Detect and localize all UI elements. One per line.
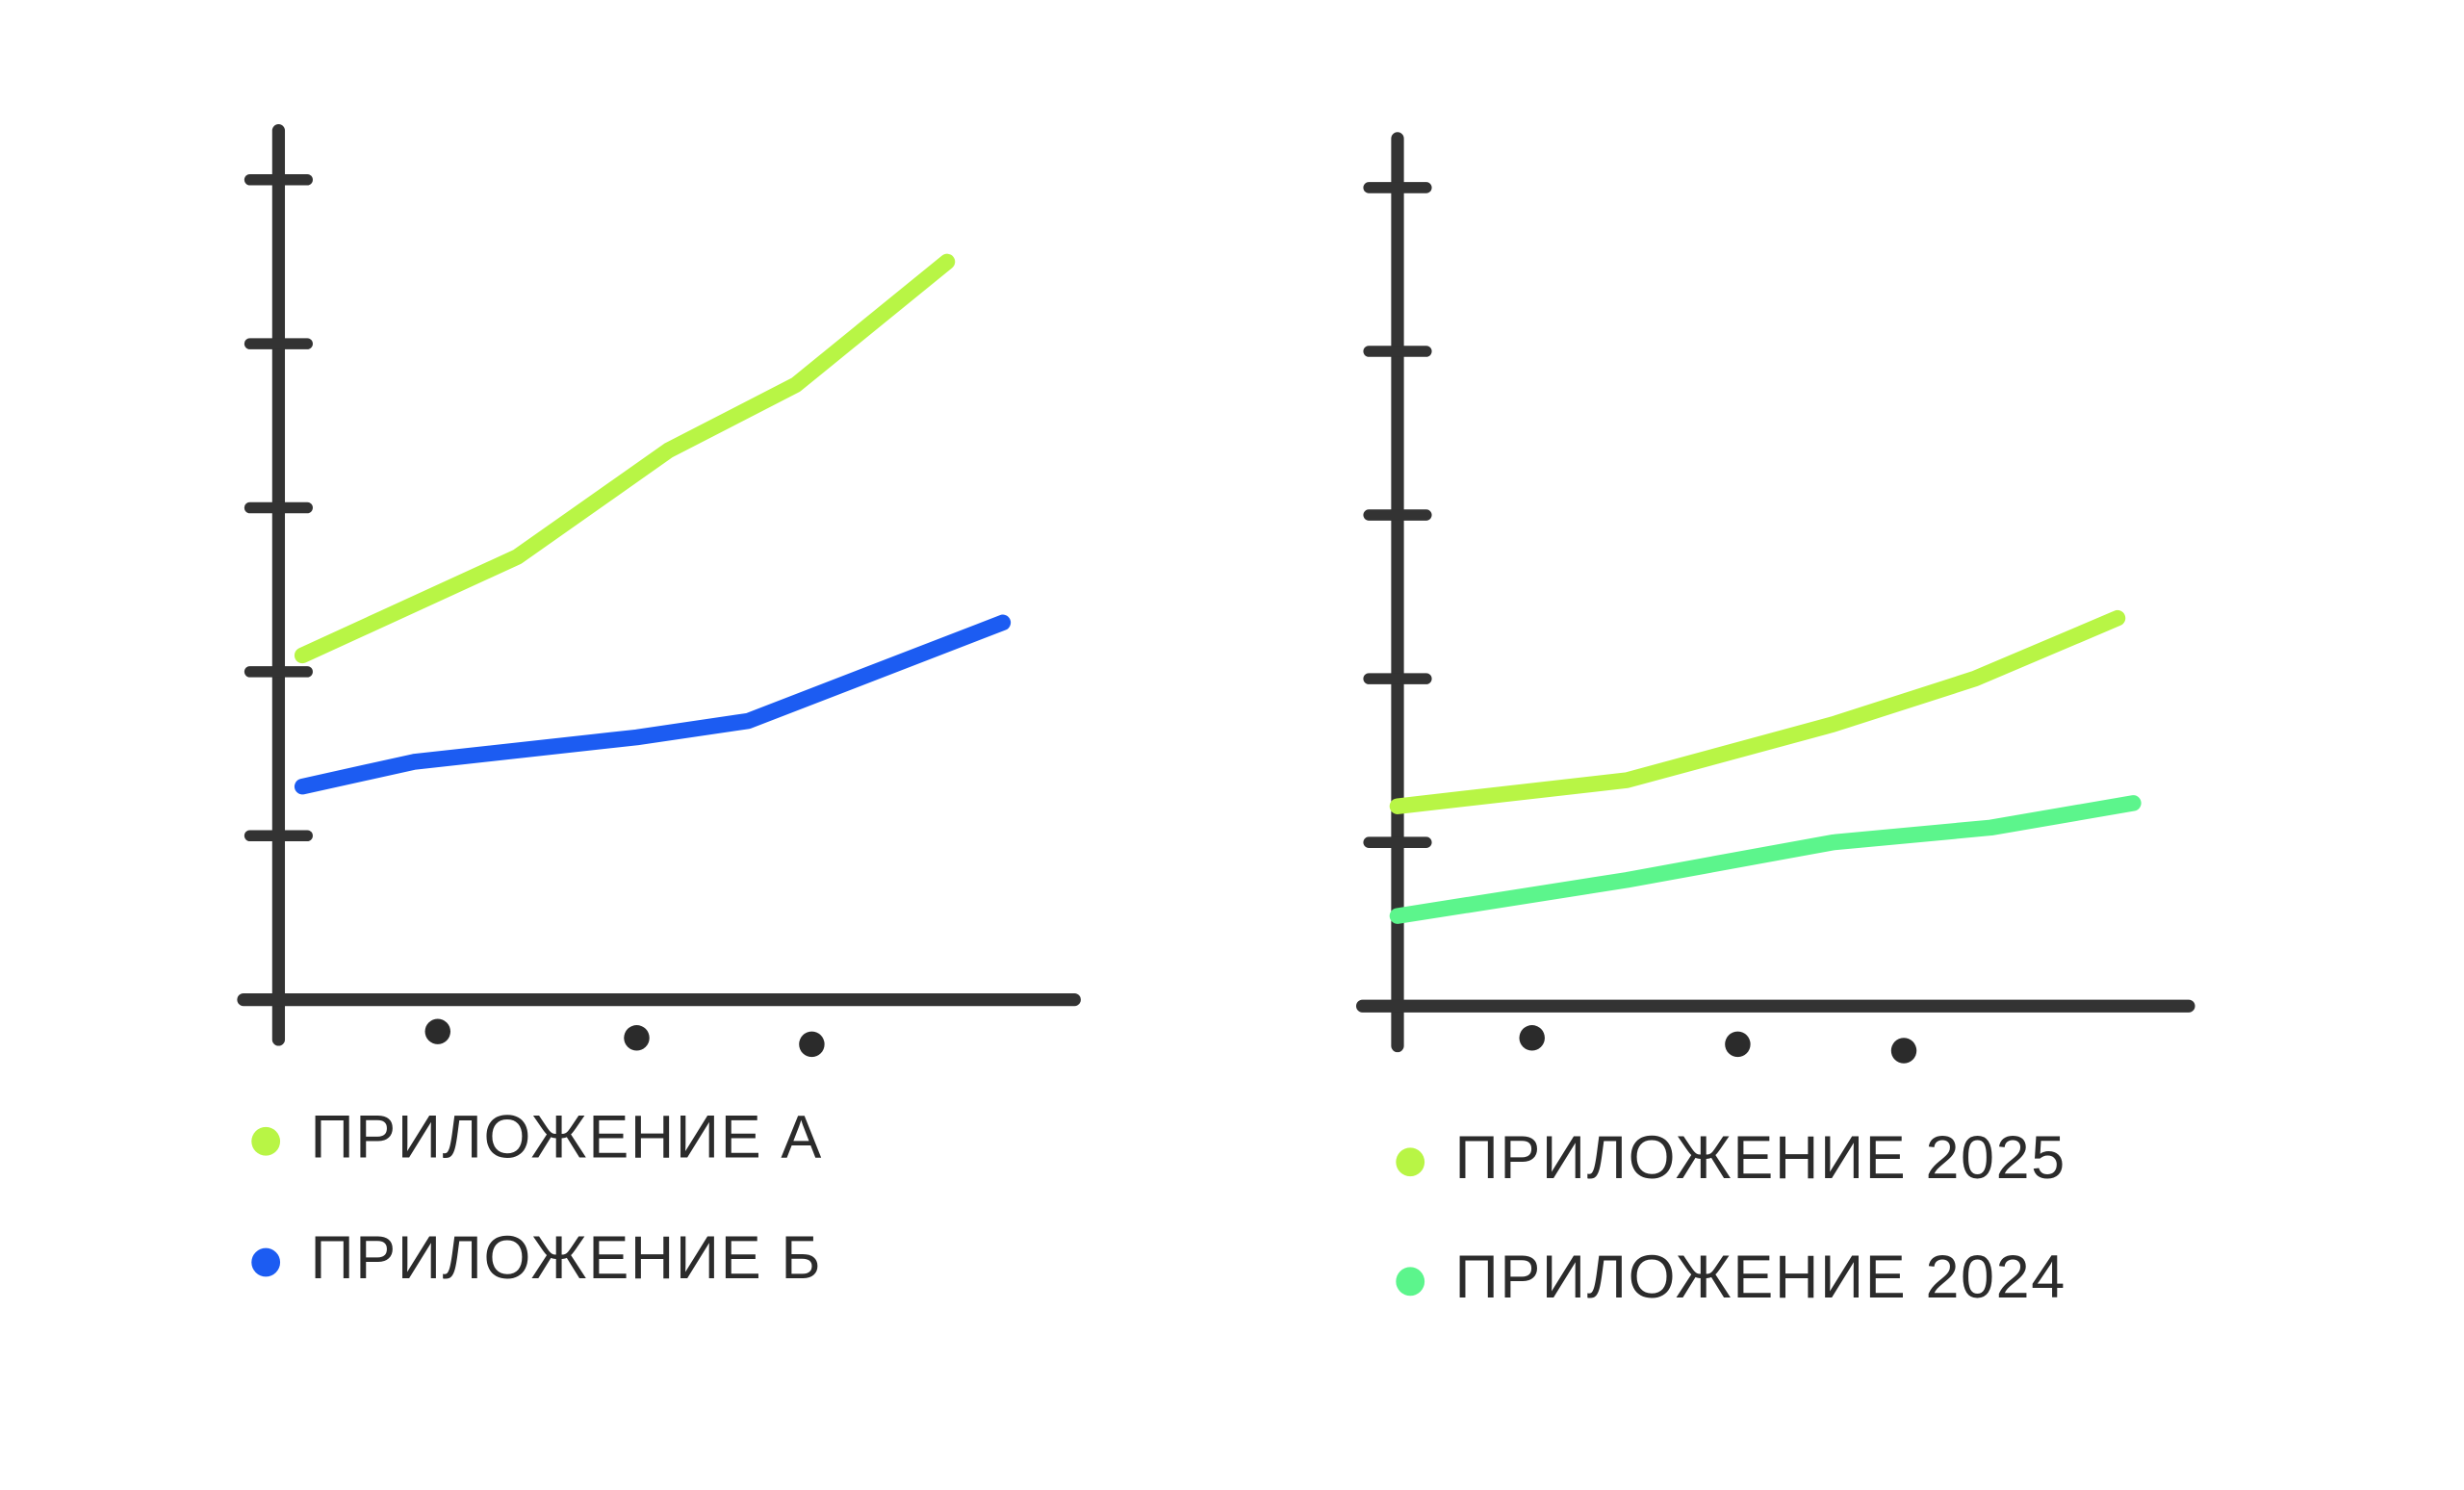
legend-marker [251,1247,281,1277]
series-line [1389,609,2126,814]
legend-label: ПРИЛОЖЕНИЕ Б [310,1224,822,1292]
legend-label: ПРИЛОЖЕНИЕ А [310,1103,823,1170]
x-tick [1725,1031,1751,1058]
legend-marker [1396,1267,1425,1297]
legend-marker [1396,1147,1425,1177]
series-line [294,614,1012,795]
series-line [1389,795,2142,924]
x-tick [1519,1025,1545,1051]
series-line [294,253,956,664]
legend-marker [251,1126,281,1156]
x-tick [799,1031,825,1058]
legend-label: ПРИЛОЖЕНИЕ 2024 [1455,1244,2066,1311]
x-tick [1890,1038,1917,1064]
x-tick [424,1018,451,1044]
x-tick [624,1025,650,1051]
legend-label: ПРИЛОЖЕНИЕ 2025 [1455,1124,2066,1192]
